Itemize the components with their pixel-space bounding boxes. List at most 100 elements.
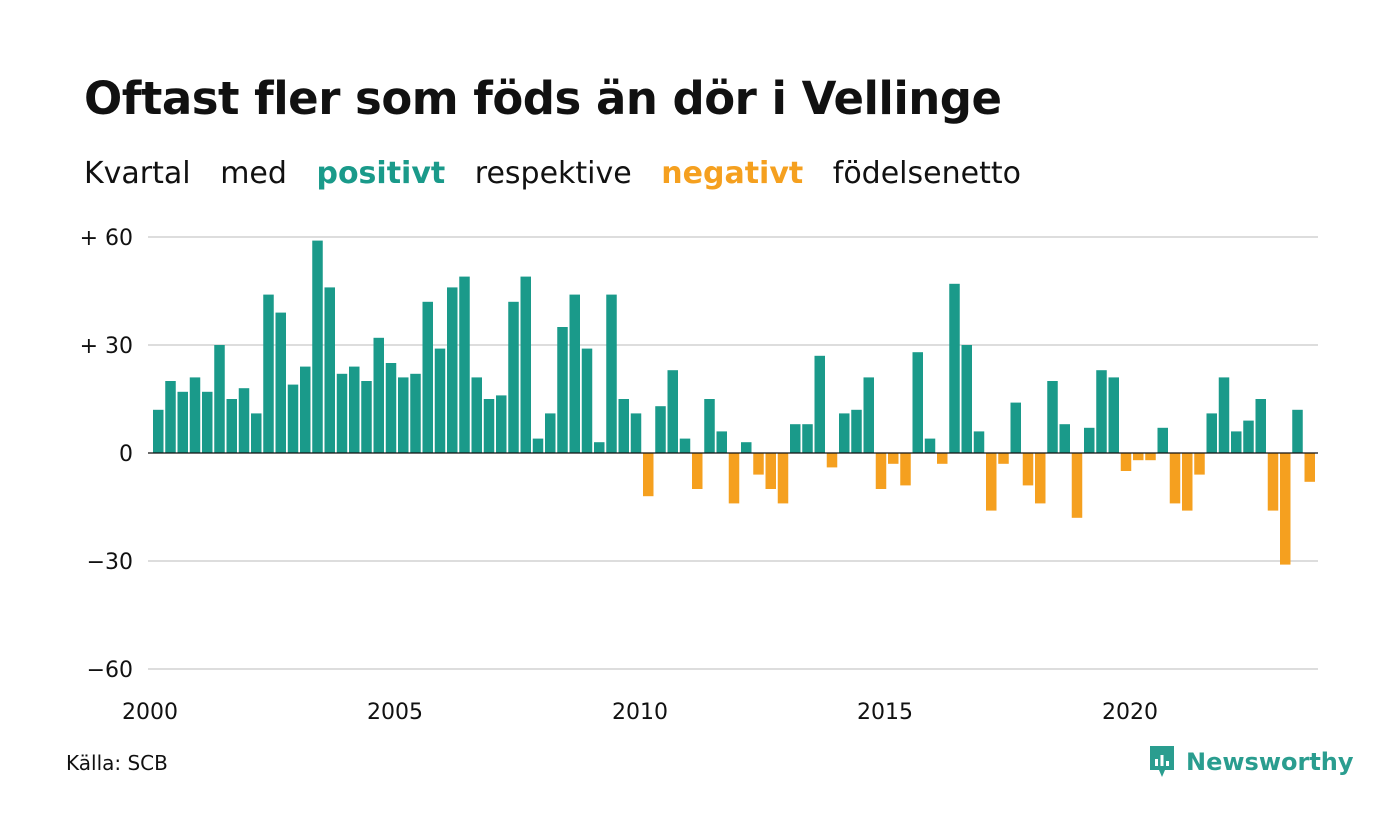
bar <box>545 413 556 453</box>
bar <box>410 373 421 453</box>
bar <box>1108 377 1119 453</box>
bar <box>741 442 752 453</box>
subtitle-negative-word: negativt <box>661 156 804 191</box>
bar <box>385 363 397 453</box>
bar <box>1035 453 1046 504</box>
bar <box>1304 453 1315 482</box>
x-axis-ticks: 2000 2005 2010 2015 2020 <box>122 700 1158 725</box>
bars <box>153 240 1315 565</box>
bar <box>863 377 874 453</box>
bar <box>361 381 372 453</box>
bar <box>1120 453 1132 471</box>
bar <box>569 294 580 453</box>
brand-logo: Newsworthy <box>1148 744 1354 780</box>
bar <box>655 406 666 453</box>
bar <box>214 345 225 453</box>
bar <box>765 453 776 489</box>
subtitle-word-respektive: respektive <box>474 156 632 191</box>
y-tick-label: −30 <box>87 550 133 575</box>
bar <box>802 424 813 453</box>
bar <box>1010 402 1021 453</box>
bar <box>1133 453 1144 461</box>
bar <box>1231 431 1242 453</box>
bar <box>251 413 262 453</box>
bar <box>275 312 286 453</box>
bar <box>520 276 531 453</box>
y-tick-label: + 60 <box>80 226 133 251</box>
bar <box>177 391 188 453</box>
bar <box>900 453 911 486</box>
bar <box>581 348 593 453</box>
bar <box>1071 453 1083 518</box>
bar <box>1206 413 1217 453</box>
bar <box>973 431 985 453</box>
bar <box>1182 453 1193 511</box>
x-tick-label: 2005 <box>367 700 423 725</box>
bar <box>312 240 323 453</box>
bar <box>202 391 213 453</box>
subtitle-word-kvartal: Kvartal <box>84 156 191 191</box>
bar <box>777 453 789 504</box>
bar <box>349 366 360 453</box>
bar <box>1169 453 1181 504</box>
bar <box>557 327 568 453</box>
bar <box>1280 453 1291 565</box>
bar <box>373 337 384 453</box>
grid-lines <box>148 236 1318 670</box>
bar <box>606 294 617 453</box>
bar <box>532 438 544 453</box>
bar <box>961 345 972 453</box>
bar <box>716 431 727 453</box>
bar <box>937 453 948 464</box>
bar <box>826 453 838 468</box>
bar <box>263 294 274 453</box>
x-tick-label: 2015 <box>857 700 913 725</box>
bar <box>1292 409 1303 453</box>
bar <box>447 287 458 453</box>
bar <box>398 377 409 453</box>
bar <box>1267 453 1279 511</box>
bar <box>324 287 335 453</box>
bar <box>1047 381 1058 453</box>
bar <box>189 377 201 453</box>
bar <box>1157 427 1168 453</box>
bar <box>287 384 299 453</box>
bar <box>753 453 764 475</box>
bar <box>814 355 825 453</box>
bar <box>1145 453 1156 461</box>
bar <box>667 370 678 453</box>
bar <box>471 377 482 453</box>
bar <box>888 453 899 464</box>
bar <box>300 366 311 453</box>
bar <box>508 301 519 453</box>
newsworthy-chart-bubble-icon <box>1150 746 1174 777</box>
chart-subtitle: Kvartal med positivt respektive negativt… <box>84 156 1041 191</box>
bar <box>851 409 862 453</box>
bar <box>1084 427 1095 453</box>
bar <box>790 424 801 453</box>
bar <box>1243 420 1254 453</box>
bar <box>165 381 176 453</box>
bar <box>875 453 887 489</box>
bar <box>728 453 740 504</box>
bar <box>1194 453 1205 475</box>
bar <box>1255 399 1266 453</box>
bar <box>986 453 997 511</box>
bar <box>459 276 470 453</box>
bar <box>998 453 1009 464</box>
y-tick-label: −60 <box>87 658 133 683</box>
bar <box>336 373 348 453</box>
bar <box>618 399 629 453</box>
bar <box>692 453 703 489</box>
bar <box>434 348 446 453</box>
bar <box>643 453 654 497</box>
bar <box>679 438 691 453</box>
bar <box>1218 377 1230 453</box>
source-note: Källa: SCB <box>66 751 168 775</box>
bar <box>422 301 433 453</box>
bar <box>153 409 164 453</box>
bar <box>839 413 850 453</box>
subtitle-word-med: med <box>220 156 287 191</box>
brand-name: Newsworthy <box>1186 748 1354 776</box>
